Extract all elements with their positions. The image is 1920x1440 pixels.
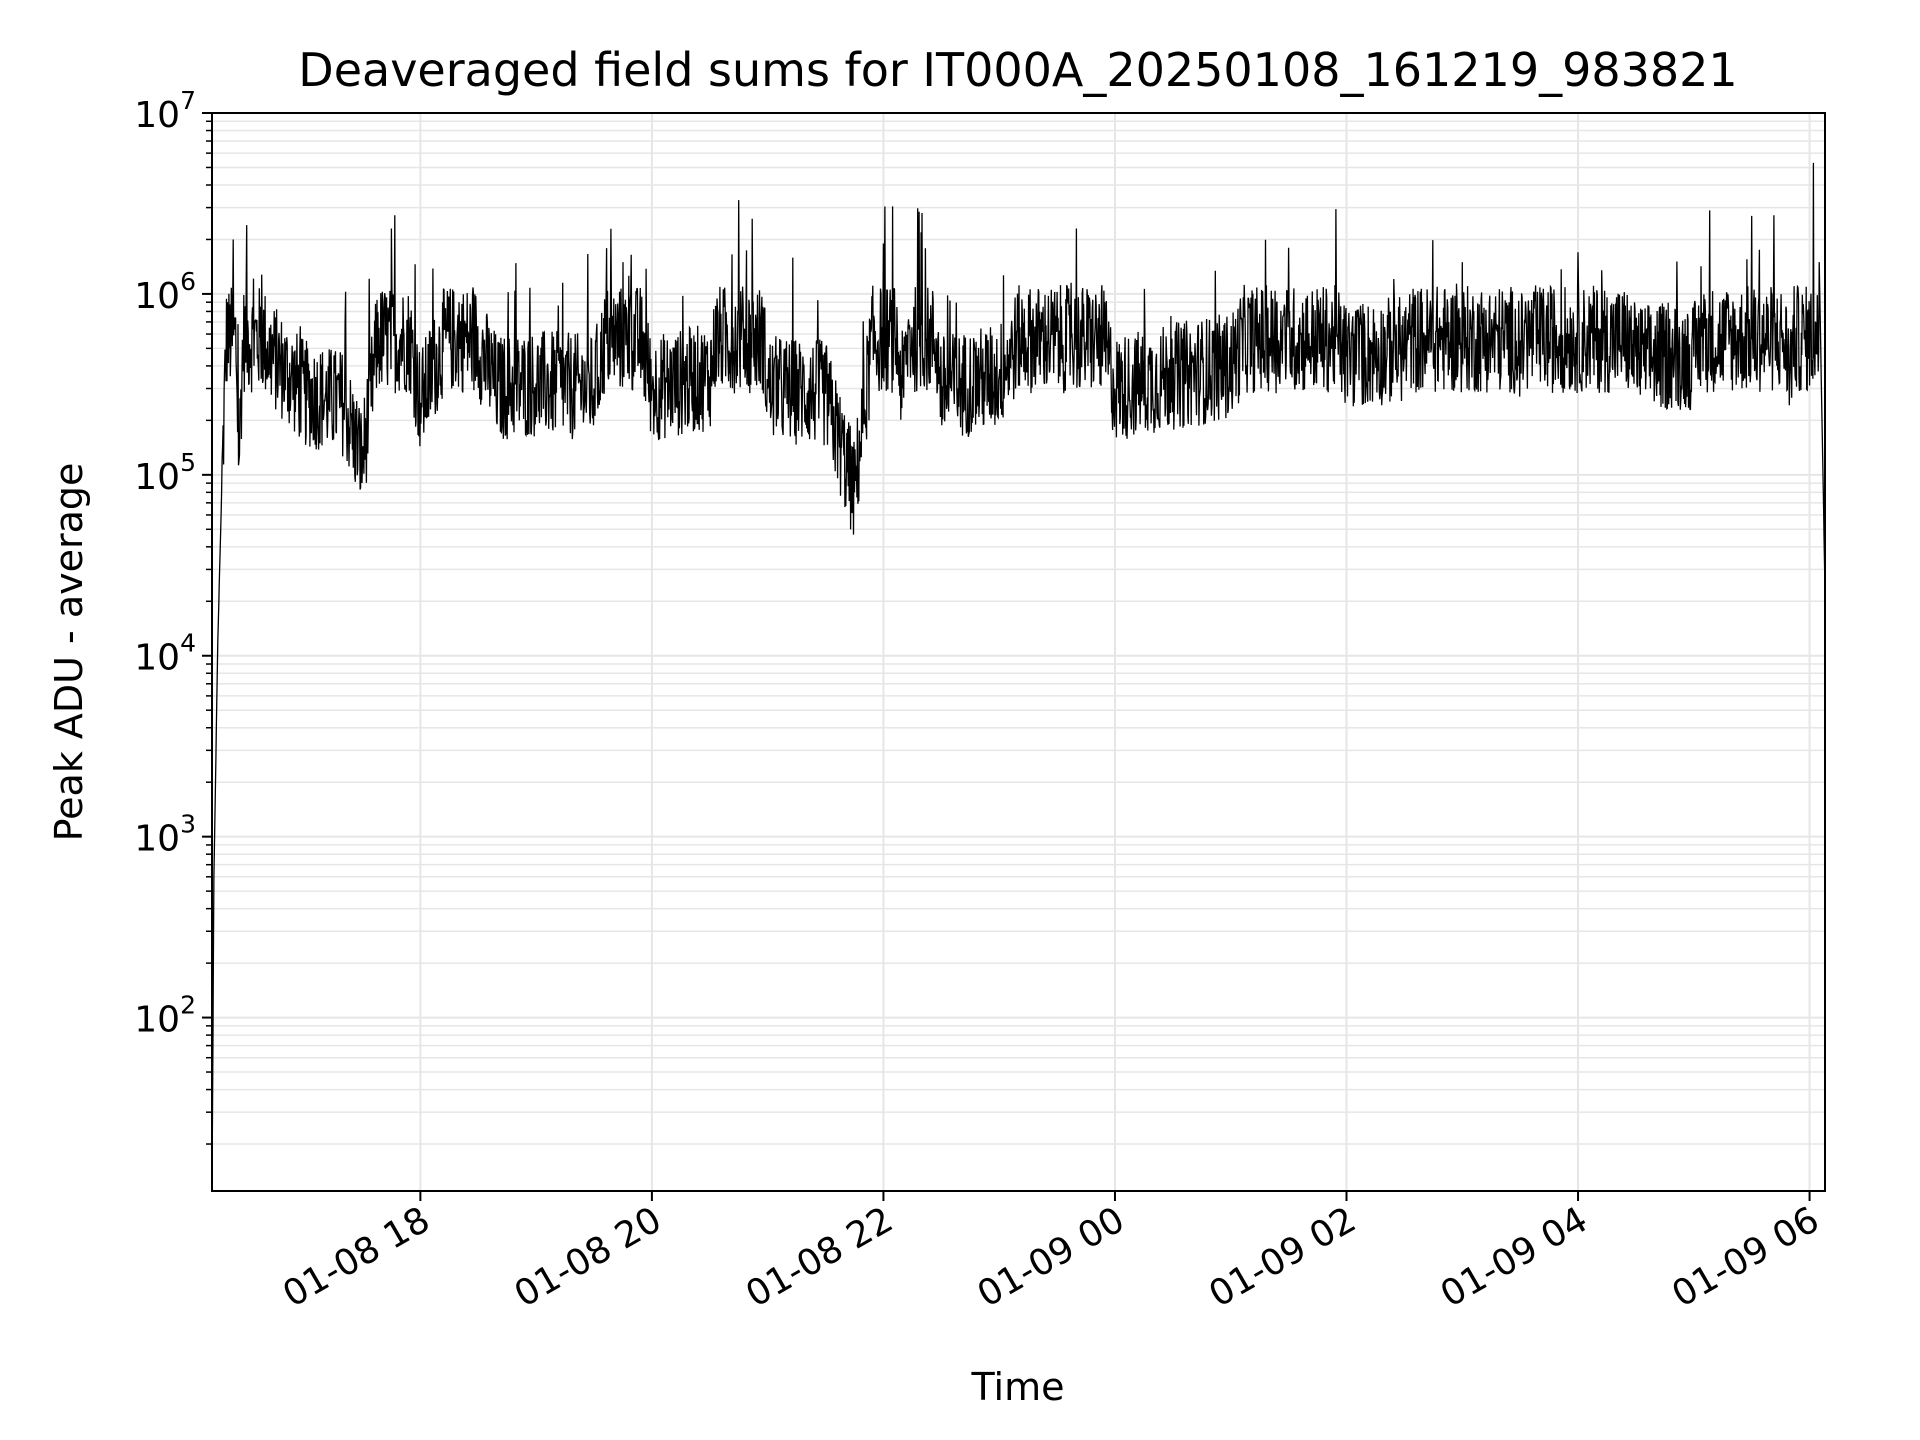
y-tick-label: 105 [134,448,196,498]
y-axis: 102 103 104 105 106 107 [134,86,212,1145]
series-line [211,162,1826,1192]
y-tick-label: 103 [134,810,196,860]
x-tick-label: 01-08 18 [276,1199,437,1315]
x-axis: 01-08 18 01-08 20 01-08 22 01-09 00 01-09 02… [276,1191,1826,1316]
x-axis-label: Time [971,1365,1065,1409]
x-tick-label: 01-08 20 [508,1199,669,1315]
plot-frame [211,112,1826,1192]
y-tick-label: 107 [134,86,196,136]
x-tick-label: 01-08 22 [739,1199,900,1315]
chart-title: Deaveraged field sums for IT000A_2025010… [298,43,1737,97]
x-tick-label: 01-09 02 [1202,1199,1363,1315]
x-tick-label: 01-09 06 [1665,1199,1826,1315]
grid [212,112,1825,1191]
plot-area [211,162,1826,1192]
y-tick-label: 104 [134,629,196,679]
y-axis-label: Peak ADU - average [47,463,91,842]
y-tick-label: 102 [134,991,196,1041]
x-tick-label: 01-09 04 [1434,1199,1595,1315]
x-tick-label: 01-09 00 [971,1199,1132,1315]
y-tick-label: 106 [134,267,196,317]
